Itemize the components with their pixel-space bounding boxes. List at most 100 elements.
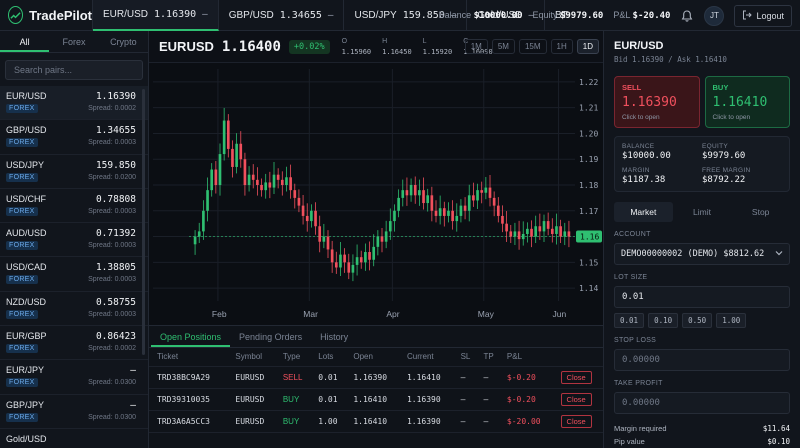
cell-symbol: EURUSD [227,410,275,433]
ticker-tab-gbpusd[interactable]: GBP/USD 1.34655 – [219,0,345,31]
list-item[interactable]: EUR/JPY – FOREX Spread: 0.0300 [0,360,148,395]
stop-loss-input[interactable]: 0.00000 [614,349,790,371]
list-item[interactable]: Gold/USD [0,429,148,448]
list-item[interactable]: NZD/USD 0.58755 FOREX Spread: 0.0003 [0,292,148,327]
list-item[interactable]: USD/JPY 159.850 FOREX Spread: 0.0200 [0,155,148,189]
candle-body [442,208,446,216]
ticker-tab-usdjpy[interactable]: USD/JPY 159.850 – [344,0,468,31]
tab-crypto[interactable]: Crypto [110,37,137,47]
avatar[interactable]: JT [704,5,725,26]
pair-name: NZD/USD [6,296,46,307]
list-item[interactable]: GBP/USD 1.34655 FOREX Spread: 0.0003 [0,120,148,155]
pair-spread: Spread: 0.0300 [88,379,136,387]
timeframe-5m[interactable]: 5M [491,39,515,54]
chart-change-badge: +0.02% [288,39,330,54]
tab-pending-orders[interactable]: Pending Orders [239,332,303,342]
stat-margin: MARGIN $1187.38 [622,167,666,185]
timeframe-1m[interactable]: 1M [464,39,488,54]
tab-stop[interactable]: Stop [751,207,770,217]
bell-icon[interactable] [680,9,694,23]
buy-price: 1.16410 [712,95,768,110]
tab-market[interactable]: Market [614,202,673,222]
tab-limit[interactable]: Limit [693,207,711,217]
cell-action: Close [552,366,603,389]
column-header: Current [398,348,453,367]
candle-body [293,190,297,198]
candle-body [505,223,508,232]
ticker-symbol: EUR/USD [103,8,149,20]
candle-body [488,187,492,198]
cell-action: Close [552,388,603,411]
candle-body [559,226,562,237]
pair-price: 0.71392 [95,228,136,240]
pair-name: USD/JPY [6,159,45,170]
chart-background [149,63,603,325]
search-pairs-input[interactable] [5,60,143,80]
take-profit-input[interactable]: 0.00000 [614,392,790,414]
lot-preset-button[interactable]: 0.10 [648,313,679,328]
ohlc-open: O 1.15960 [341,37,372,56]
ticker-tab-eurusd[interactable]: EUR/USD 1.16390 – [93,0,219,31]
timeframe-selector: 1M 5M 15M 1H 1D [464,39,599,54]
sell-button[interactable]: SELL 1.16390 Click to open [614,76,700,128]
asset-class-badge: FOREX [6,241,38,251]
candle-body [384,231,388,242]
pair-name: USD/CAD [6,262,47,273]
candle-body [550,228,554,234]
close-position-button[interactable]: Close [560,414,592,428]
account-stats: BALANCE $10000.00 EQUITY $9979.60 MARGIN $1… [614,136,790,192]
lot-preset-button[interactable]: 0.01 [614,313,645,328]
lot-size-input[interactable]: 0.01 [614,286,790,308]
account-select[interactable]: DEMO00000002 (DEMO) $8812.62 [614,243,790,265]
candle-body [280,179,284,185]
app-logo[interactable]: TradePilot [0,0,93,31]
pair-spread: Spread: 0.0300 [88,413,136,421]
column-header: TP [475,348,499,367]
cell-current: 1.16390 [398,410,453,433]
list-item[interactable]: EUR/USD 1.16390 FOREX Spread: 0.0002 [0,86,148,121]
timeframe-1d[interactable]: 1D [576,39,599,54]
sidebar-scrollbar[interactable] [142,89,145,355]
close-position-button[interactable]: Close [560,392,592,406]
tab-history[interactable]: History [320,332,349,342]
column-header: Symbol [227,348,275,367]
account-summary: Balance $10000.00 Equity $9979.60 P&L $-… [439,0,800,31]
y-tick-label: 1.20 [579,129,598,138]
ticker-tab-bt[interactable]: BT [545,0,568,31]
candle-body [376,236,380,247]
close-position-button[interactable]: Close [560,370,592,384]
candle-body [409,185,413,196]
logout-button[interactable]: Logout [734,4,792,27]
timeframe-1h[interactable]: 1H [550,39,573,54]
pair-name: USD/CHF [6,193,46,204]
price-chart[interactable]: 1.14 1.15 1.16 1.17 1.18 1.19 1.20 1.21 1.22 Feb M… [149,63,603,325]
candle-body [472,195,475,201]
candlestick-chart[interactable]: 1.14 1.15 1.16 1.17 1.18 1.19 1.20 1.21 1.22 Feb M… [149,63,603,325]
cell-symbol: EURUSD [227,366,275,389]
positions-tabs: Open Positions Pending Orders History [149,326,603,348]
list-item[interactable]: EUR/GBP 0.86423 FOREX Spread: 0.0002 [0,326,148,361]
candle-body [218,154,222,185]
list-item[interactable]: AUD/USD 0.71392 FOREX Spread: 0.0003 [0,223,148,258]
ticker-tab-gold[interactable]: Gold/USD – [467,0,545,31]
list-item[interactable]: USD/CHF 0.78808 FOREX Spread: 0.0003 [0,189,148,224]
pair-price: 159.850 [95,159,136,171]
candle-body [546,221,550,229]
tab-forex[interactable]: Forex [62,37,86,47]
candle-body [422,190,425,204]
tab-all[interactable]: All [0,31,50,52]
y-tick-label: 1.21 [579,104,598,113]
sell-price: 1.16390 [622,95,677,110]
timeframe-15m[interactable]: 15M [518,39,547,54]
tab-open-positions[interactable]: Open Positions [151,326,231,347]
current-price-badge [576,230,602,243]
candle-body [496,205,500,216]
list-item[interactable]: USD/CAD 1.38805 FOREX Spread: 0.0003 [0,257,148,292]
list-item[interactable]: GBP/JPY – FOREX Spread: 0.0300 [0,395,148,429]
x-tick-label: Feb [212,309,227,319]
ticker-price: 1.16390 [154,8,197,20]
lot-preset-button[interactable]: 1.00 [716,313,747,328]
buy-button[interactable]: BUY 1.16410 Click to open [704,76,790,128]
lot-preset-button[interactable]: 0.50 [682,313,713,328]
column-header: SL [452,348,476,367]
